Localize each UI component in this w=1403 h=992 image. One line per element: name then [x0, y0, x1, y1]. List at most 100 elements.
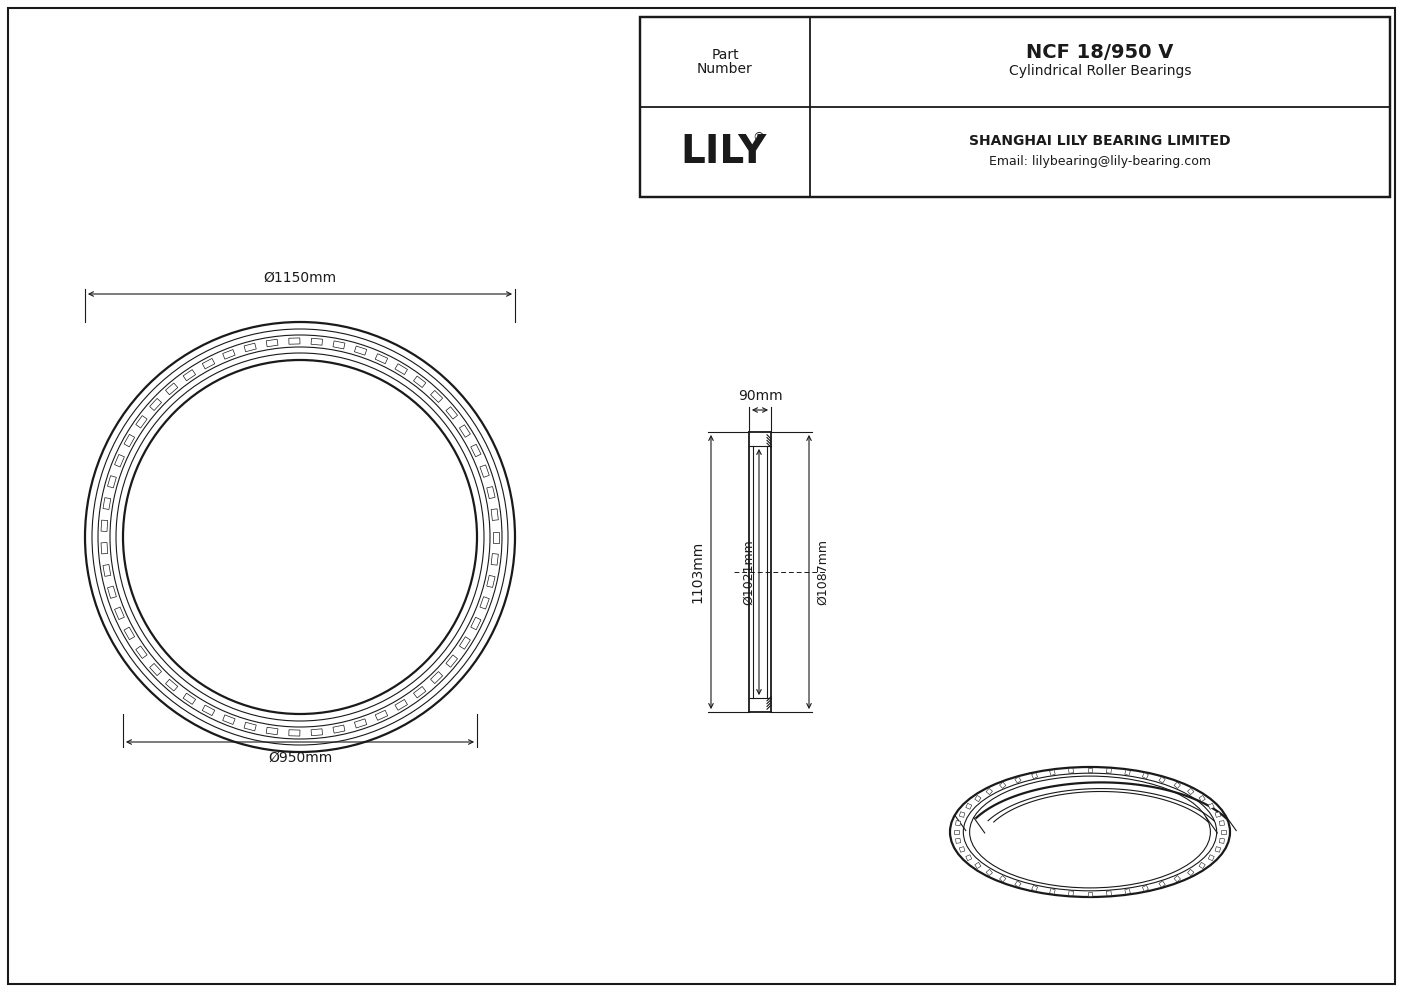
Bar — [1049, 889, 1055, 894]
Bar — [108, 586, 116, 598]
Text: Cylindrical Roller Bearings: Cylindrical Roller Bearings — [1009, 64, 1191, 78]
Bar — [244, 722, 257, 731]
Bar — [446, 655, 457, 668]
Bar — [102, 564, 111, 576]
Bar — [1031, 773, 1038, 779]
Bar — [480, 596, 490, 609]
Bar — [150, 399, 161, 411]
Bar — [487, 486, 495, 499]
Bar — [1087, 892, 1093, 896]
Text: Ø1150mm: Ø1150mm — [264, 271, 337, 285]
Bar — [115, 607, 125, 620]
Bar — [1069, 768, 1073, 774]
Text: Ø950mm: Ø950mm — [268, 751, 333, 765]
Bar — [1014, 881, 1021, 887]
Bar — [202, 705, 215, 715]
Bar — [954, 829, 960, 834]
Bar — [965, 855, 972, 861]
Bar — [136, 646, 147, 659]
Bar — [1142, 773, 1148, 779]
Bar — [471, 617, 481, 630]
Bar — [640, 17, 1390, 197]
Text: Ø1021mm: Ø1021mm — [742, 539, 755, 605]
Bar — [267, 339, 278, 347]
Bar — [1200, 796, 1205, 802]
Bar — [289, 730, 300, 736]
Bar — [471, 444, 481, 456]
Bar — [487, 575, 495, 587]
Bar — [202, 358, 215, 369]
Text: NCF 18/950 V: NCF 18/950 V — [1027, 44, 1174, 62]
Bar — [999, 782, 1006, 789]
Bar — [123, 627, 135, 640]
Bar — [311, 338, 323, 345]
Bar — [166, 680, 178, 691]
Bar — [1069, 891, 1073, 896]
Text: 1103mm: 1103mm — [690, 541, 704, 603]
Bar — [101, 520, 108, 532]
Bar — [965, 804, 972, 809]
Text: Part: Part — [711, 48, 739, 62]
Bar — [975, 796, 981, 802]
Text: ®: ® — [752, 132, 765, 145]
Bar — [184, 693, 195, 704]
Bar — [184, 370, 195, 381]
Bar — [492, 532, 499, 543]
Bar — [1187, 869, 1194, 876]
Text: LILY: LILY — [680, 133, 766, 171]
Text: Email: lilybearing@lily-bearing.com: Email: lilybearing@lily-bearing.com — [989, 156, 1211, 169]
Bar — [1125, 889, 1131, 894]
Bar — [289, 338, 300, 344]
Bar — [1187, 789, 1194, 795]
Bar — [1159, 777, 1164, 783]
Bar — [999, 876, 1006, 882]
Bar — [333, 725, 345, 733]
Bar — [1125, 770, 1131, 776]
Bar — [1215, 811, 1221, 817]
Bar — [960, 811, 965, 817]
Bar — [267, 727, 278, 735]
Bar — [223, 715, 236, 724]
Bar — [101, 543, 108, 554]
Bar — [375, 354, 387, 364]
Bar — [1087, 768, 1093, 773]
Bar — [166, 383, 178, 395]
Bar — [136, 416, 147, 428]
Bar — [108, 475, 116, 488]
Bar — [1219, 820, 1225, 825]
Bar — [1014, 777, 1021, 783]
Bar — [491, 554, 498, 565]
Bar — [223, 349, 236, 359]
Bar — [1174, 782, 1180, 789]
Bar — [396, 364, 407, 375]
Bar — [150, 664, 161, 676]
Bar — [375, 710, 387, 720]
Bar — [355, 346, 366, 355]
Bar — [244, 343, 257, 352]
Bar — [1142, 885, 1148, 891]
Bar — [446, 407, 457, 419]
Bar — [396, 699, 407, 710]
Bar — [459, 425, 470, 437]
Bar — [975, 862, 981, 869]
Bar — [1107, 768, 1111, 774]
Bar — [431, 391, 442, 403]
Bar — [1174, 876, 1180, 882]
Bar — [311, 729, 323, 736]
Bar — [431, 672, 442, 683]
Bar — [986, 789, 992, 795]
Bar — [960, 846, 965, 852]
Text: SHANGHAI LILY BEARING LIMITED: SHANGHAI LILY BEARING LIMITED — [969, 134, 1230, 148]
Bar — [355, 719, 366, 728]
Bar — [102, 498, 111, 510]
Text: 90mm: 90mm — [738, 389, 783, 403]
Bar — [414, 686, 427, 698]
Bar — [115, 454, 125, 467]
Bar — [123, 434, 135, 446]
Bar — [1219, 838, 1225, 843]
Bar — [955, 838, 961, 843]
Bar — [640, 17, 1390, 197]
Bar — [1159, 881, 1164, 887]
Bar — [459, 637, 470, 649]
Bar — [333, 341, 345, 349]
